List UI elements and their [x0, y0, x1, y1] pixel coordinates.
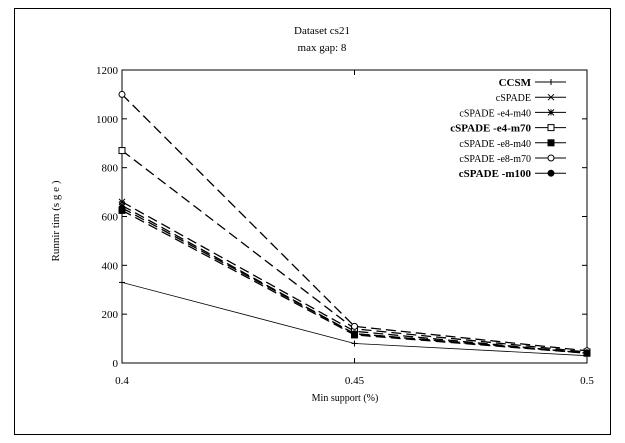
- legend-marker: [547, 154, 555, 162]
- data-point: [118, 204, 126, 212]
- legend-label: cSPADE: [496, 93, 531, 104]
- data-point: [118, 147, 126, 155]
- data-point: [583, 349, 591, 357]
- series-line: [121, 204, 588, 354]
- series-line: [121, 150, 588, 353]
- legend-marker: [547, 139, 555, 147]
- series-cspade-m100: [118, 204, 591, 357]
- y-tick-label: 200: [102, 309, 119, 321]
- legend-label: CCSM: [499, 77, 532, 89]
- series-line: [121, 93, 588, 352]
- y-axis-label: Runnir tim (s g e ): [50, 180, 62, 261]
- y-tick-label: 800: [102, 163, 119, 175]
- chart-subtitle: max gap: 8: [298, 42, 347, 54]
- data-point: [351, 340, 358, 347]
- legend-marker: [548, 79, 554, 85]
- x-tick-label: 0.45: [345, 375, 365, 387]
- legend-label: cSPADE -e8-m70: [459, 154, 531, 165]
- y-tick-label: 600: [102, 212, 119, 224]
- data-point: [351, 330, 358, 338]
- data-point: [118, 198, 126, 206]
- series-line: [121, 201, 588, 354]
- y-tick-label: 400: [102, 260, 119, 272]
- figure-frame: Dataset cs21 max gap: 8 Min support (%) …: [14, 8, 611, 435]
- series-ccsm: [119, 279, 590, 359]
- legend-label: cSPADE -e4-m70: [450, 123, 531, 135]
- x-tick-label: 0.5: [580, 375, 594, 387]
- legend-label: cSPADE -e4-m40: [459, 108, 531, 119]
- chart-title: Dataset cs21: [294, 25, 350, 37]
- legend-marker: [547, 124, 555, 132]
- data-point: [119, 279, 125, 286]
- x-axis-label: Min support (%): [312, 393, 379, 404]
- x-tick-label: 0.4: [115, 375, 129, 387]
- series-group: [118, 90, 591, 359]
- data-point: [118, 90, 126, 98]
- legend-marker: [547, 169, 555, 177]
- line-chart: Dataset cs21 max gap: 8 Min support (%) …: [50, 25, 594, 404]
- axes-group: 0 200 400 600 800 1000 1200 0.4 0.45 0.5: [96, 65, 594, 387]
- legend: CCSM cSPADE cSPADE -e4-m40 cSPADE -e4-m70 cS…: [450, 77, 566, 180]
- y-tick-label: 1200: [96, 65, 119, 77]
- legend-marker: [547, 109, 555, 116]
- legend-label: cSPADE -e8-m40: [459, 139, 531, 150]
- y-tick-label: 0: [113, 358, 119, 370]
- y-tick-label: 1000: [96, 114, 119, 126]
- legend-marker: [547, 93, 555, 101]
- legend-label: cSPADE -m100: [459, 168, 532, 180]
- data-point: [351, 322, 358, 330]
